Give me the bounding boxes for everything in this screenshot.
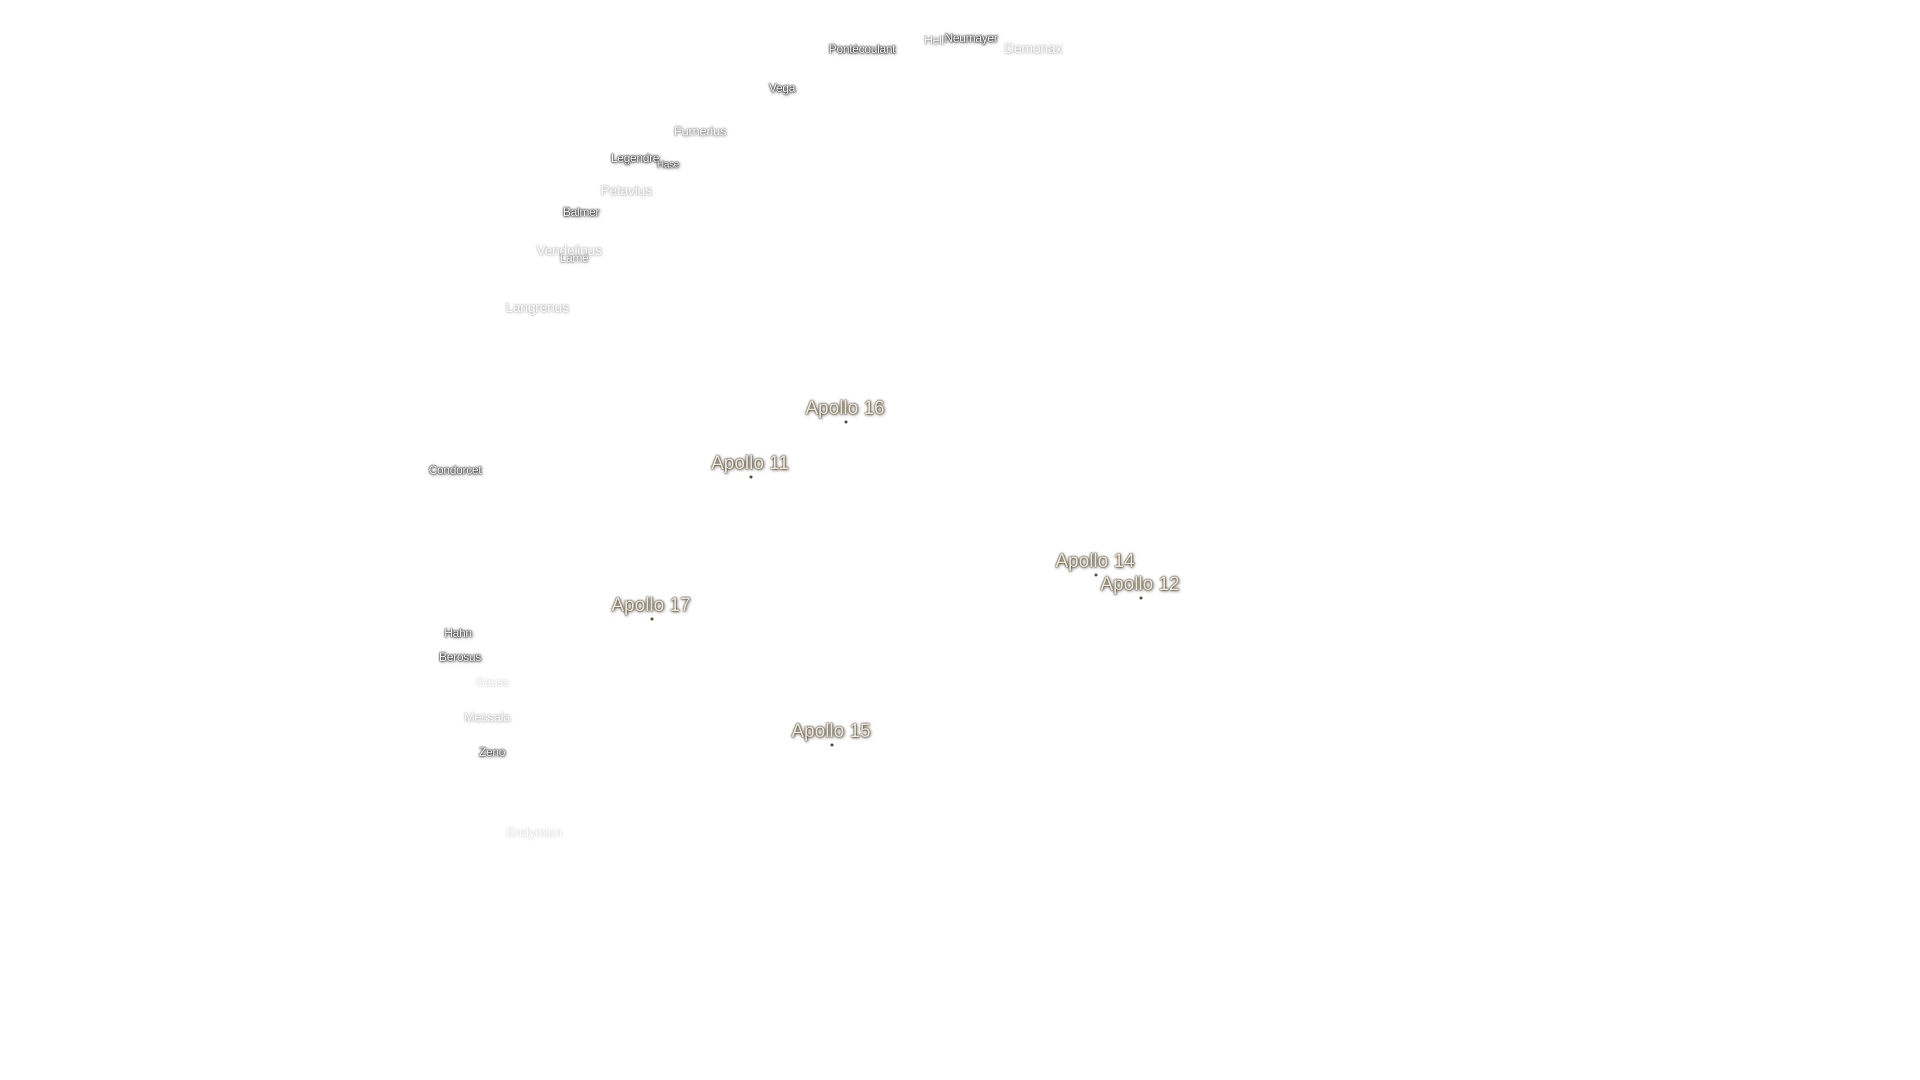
crater-label: Neumayer (944, 31, 998, 45)
crater-label: Endymion (506, 824, 562, 840)
crater-label: Pontécoulant (828, 42, 896, 56)
landing-site-label: Apollo 17 (611, 595, 691, 616)
landing-site-marker (844, 420, 848, 424)
crater-label: Vega (768, 81, 796, 95)
landing-site-marker (650, 617, 654, 621)
crater-label: Lamé (559, 251, 589, 265)
landing-site-label: Apollo 15 (791, 721, 871, 742)
landing-site-marker (749, 475, 753, 479)
crater-label: Berosus (439, 650, 481, 664)
landing-site-marker (1094, 573, 1098, 577)
crater-label: Hahn (444, 626, 472, 640)
crater-label: Hell (924, 33, 944, 47)
crater-label: Demonax (1004, 40, 1062, 56)
landing-site-label: Apollo 11 (711, 453, 789, 474)
landing-site-label: Apollo 16 (805, 398, 885, 419)
crater-label: Furnerius (673, 123, 727, 139)
crater-label: Petavius (600, 182, 652, 198)
landing-site-marker (830, 743, 834, 747)
crater-label: Legendre (610, 151, 660, 165)
crater-label: Gauss (475, 675, 509, 689)
landing-site-label: Apollo 14 (1055, 551, 1135, 572)
landing-site-marker (1139, 596, 1143, 600)
crater-label: Condorcet (428, 463, 482, 477)
crater-label: Messala (463, 709, 511, 725)
crater-label: Langrenus (505, 299, 569, 315)
crater-label: Vendelinus (536, 242, 602, 258)
crater-label: Zeno (478, 745, 506, 759)
crater-label: Balmer (562, 205, 600, 219)
crater-label: Hase (656, 159, 680, 171)
landing-site-label: Apollo 12 (1100, 574, 1180, 595)
